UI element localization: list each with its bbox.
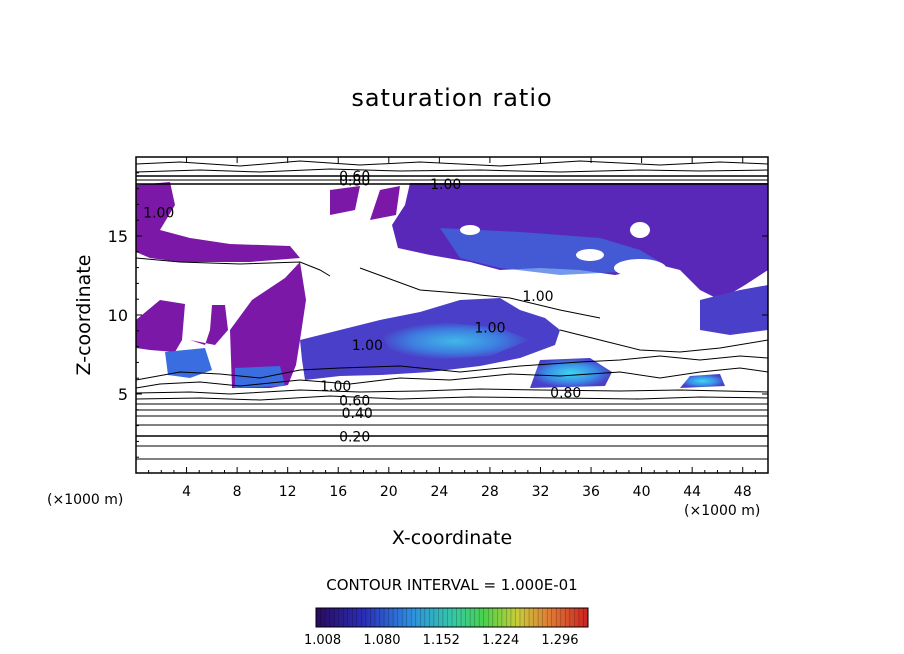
contour-label: 0.80	[339, 174, 370, 190]
contour-interval-note: CONTOUR INTERVAL = 1.000E-01	[326, 576, 578, 594]
contour-lines	[136, 160, 768, 460]
x-axis-unit-left: (×1000 m)	[47, 492, 124, 508]
colorbar-ticks	[320, 608, 584, 627]
x-tick-label: 8	[233, 484, 242, 500]
x-tick-label: 4	[182, 484, 191, 500]
contour-labels: 0.200.400.60 0.800.600.80 1.001.001.001.00…	[143, 169, 581, 446]
x-tick-label: 48	[734, 484, 752, 500]
contour-label: 0.40	[342, 406, 373, 422]
contour-label: 0.60	[339, 169, 370, 185]
x-axis-label: X-coordinate	[391, 527, 513, 549]
contour-label: 1.00	[474, 321, 505, 337]
contour-label: 1.00	[430, 177, 461, 193]
y-axis: 5 10 15	[108, 172, 768, 458]
contour-label: 1.00	[352, 338, 383, 354]
x-tick-label: 32	[532, 484, 550, 500]
y-axis-label: Z-coordinate	[73, 254, 95, 376]
y-tick-label: 15	[108, 227, 128, 246]
colorbar-tick-label: 1.296	[541, 633, 579, 648]
colorbar	[316, 608, 588, 627]
colorbar-tick-label: 1.008	[303, 633, 342, 648]
x-tick-label: 44	[683, 484, 701, 500]
x-tick-label: 12	[279, 484, 297, 500]
x-tick-label: 24	[430, 484, 448, 500]
contour-label: 0.60	[339, 393, 370, 409]
x-tick-label: 20	[380, 484, 398, 500]
x-tick-label: 36	[582, 484, 600, 500]
x-axis-unit-right: (×1000 m)	[684, 503, 761, 519]
contour-label: 0.80	[550, 385, 581, 401]
contour-label: 1.00	[143, 205, 174, 221]
x-tick-label: 40	[633, 484, 651, 500]
colorbar-frame	[315, 607, 589, 628]
y-tick-label: 5	[118, 385, 128, 404]
saturation-field	[136, 182, 768, 388]
chart-title: saturation ratio	[351, 84, 553, 112]
colorbar-tick-label: 1.152	[422, 633, 460, 648]
y-tick-label: 10	[108, 306, 128, 325]
colorbar-tick-label: 1.224	[482, 633, 520, 648]
colorbar-tick-label: 1.080	[363, 633, 401, 648]
x-tick-label: 28	[481, 484, 499, 500]
x-tick-label: 16	[329, 484, 347, 500]
contour-label: 1.00	[320, 379, 351, 395]
x-axis: 4 8 12 16 20 24 28 32 36 40 44 48	[148, 157, 756, 500]
contour-label: 0.20	[339, 430, 370, 446]
contour-label: 1.00	[522, 289, 553, 305]
